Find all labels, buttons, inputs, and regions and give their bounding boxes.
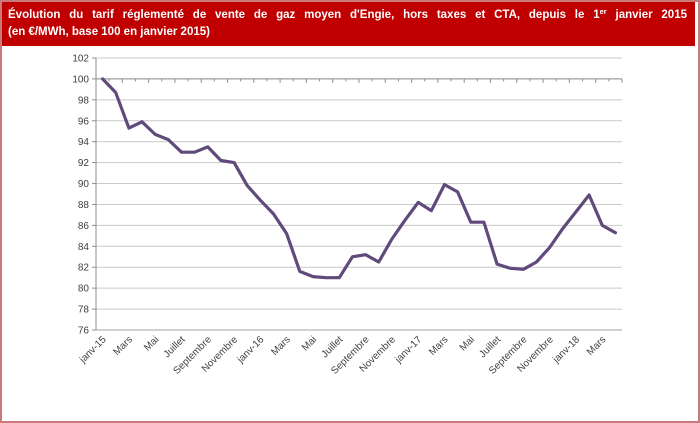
y-tick-label: 80 (78, 284, 90, 295)
y-tick-label: 100 (72, 74, 89, 85)
y-tick-label: 76 (78, 326, 90, 337)
y-tick-label: 78 (78, 305, 90, 316)
x-tick-label: Mars (585, 334, 609, 358)
y-tick-label: 94 (78, 137, 90, 148)
chart-title: Évolution du tarif réglementé de vente d… (8, 7, 687, 24)
price-line (100, 77, 618, 280)
y-tick-label: 86 (78, 221, 90, 232)
x-tick-label: Mars (269, 334, 293, 358)
axes (92, 57, 623, 331)
y-axis-labels: 102 100 98 96 94 92 90 88 86 84 82 80 78 76 (72, 54, 89, 337)
x-tick-label: Mars (111, 334, 135, 358)
chart-title-superscript: er (599, 7, 607, 16)
chart-title-banner: Évolution du tarif réglementé de vente d… (2, 2, 695, 46)
y-tick-label: 84 (78, 242, 90, 253)
y-tick-label: 82 (78, 263, 90, 274)
y-tick-label: 98 (78, 95, 90, 106)
x-tick-label: janv-16 (235, 334, 267, 366)
x-tick-label: janv-15 (77, 334, 109, 366)
x-tick-label: janv-17 (393, 334, 425, 366)
x-tick-label: Mai (458, 334, 477, 353)
chart-subtitle: (en €/MWh, base 100 en janvier 2015) (8, 25, 210, 38)
x-tick-label: Mars (427, 334, 451, 358)
price-line-series (100, 77, 618, 280)
x-tick-label: Mai (142, 334, 161, 353)
y-tick-label: 96 (78, 116, 90, 127)
y-tick-label: 92 (78, 158, 90, 169)
y-tick-label: 90 (78, 179, 90, 190)
x-tick-label: Mai (300, 334, 319, 353)
chart-title-text: Évolution du tarif réglementé de vente d… (8, 9, 600, 21)
chart-title-year: janvier 2015 (606, 9, 688, 21)
y-tick-label: 102 (72, 54, 89, 65)
x-axis-labels: janv-15 Mars Mai JuilletSeptembreNovembreja… (77, 334, 608, 377)
y-tick-label: 88 (78, 200, 90, 211)
y-gridlines (96, 57, 622, 331)
x-tick-label: janv-18 (550, 334, 582, 366)
